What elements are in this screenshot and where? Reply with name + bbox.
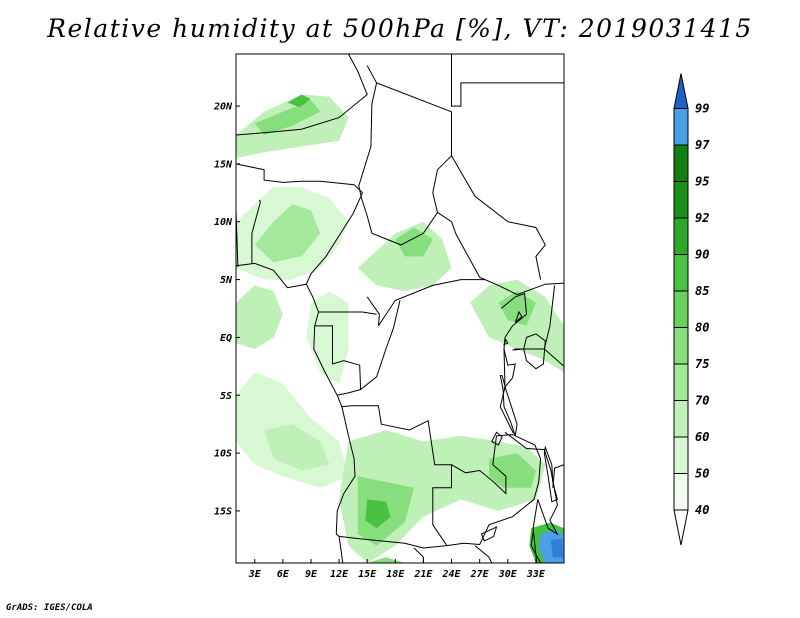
country-border	[339, 405, 452, 549]
colorbar-segment	[673, 327, 689, 365]
lon-tick-label: 9E	[305, 569, 318, 580]
country-border	[530, 531, 542, 563]
lake-outline	[480, 526, 498, 542]
colorbar-label: 92	[695, 211, 709, 225]
colorbar-bottom-triangle	[673, 509, 689, 546]
map-plot-area[interactable]	[236, 54, 569, 563]
colorbar-label: 50	[695, 467, 709, 481]
country-border	[366, 279, 485, 327]
colorbar-segment	[673, 254, 689, 292]
country-border	[337, 300, 401, 396]
colorbar-segment	[673, 290, 689, 328]
rh-region-sahel-west-peak	[287, 94, 311, 108]
lake-outline	[514, 310, 523, 323]
axis-ticks: 3E 6E 9E 12E 15E 18E 21E 24E 27E 30E 33E 20N 15N 10N 5…	[213, 102, 546, 580]
lake-outline	[491, 431, 503, 446]
rh-region-zambia-east	[489, 453, 536, 488]
lon-tick-label: 3E	[248, 569, 262, 580]
colorbar-segment	[673, 217, 689, 255]
colorbar-label: 80	[695, 321, 709, 335]
rh-region-central-north-core	[395, 227, 433, 257]
country-border	[314, 325, 362, 390]
lat-tick-label: 15N	[214, 159, 233, 170]
colorbar-label: 90	[695, 248, 709, 262]
rh-region-sahel-west	[236, 94, 349, 159]
country-border	[552, 464, 564, 488]
lon-tick-label: 6E	[277, 569, 290, 580]
colorbar-label: 70	[695, 394, 709, 408]
lon-tick-label: 12E	[330, 569, 349, 580]
colorbar-segment	[673, 473, 689, 511]
lon-tick-label: 27E	[470, 569, 490, 580]
colorbar-label: 40	[695, 503, 709, 517]
colorbar-label: 99	[695, 102, 709, 116]
colorbar-top-triangle	[673, 73, 689, 109]
lat-tick-label: 20N	[213, 102, 233, 113]
country-border	[499, 348, 514, 434]
colorbar-segment	[673, 363, 689, 401]
lon-tick-label: 15E	[358, 569, 377, 580]
lon-tick-label: 33E	[526, 569, 546, 580]
rh-region-congo-west	[306, 291, 349, 384]
colorbar: 40 50 60 70 75 80 85 90 92 95 97 99	[673, 73, 710, 546]
colorbar-label: 60	[695, 430, 709, 444]
lake-outline	[499, 375, 518, 436]
country-border	[474, 545, 493, 563]
lon-tick-label: 21E	[413, 569, 433, 580]
lake-outline	[523, 333, 546, 370]
lat-tick-label: 10N	[214, 217, 233, 228]
rh-region-west-africa-core	[254, 204, 321, 263]
lon-tick-label: 30E	[498, 569, 518, 580]
map-title: Relative humidity at 500hPa [%], VT: 201…	[47, 14, 753, 43]
country-border	[318, 311, 377, 315]
rh-region-guinea-coast	[236, 285, 283, 349]
country-border	[358, 65, 564, 296]
country-border	[504, 431, 559, 563]
coastline	[236, 262, 356, 563]
rh-region-atlantic-south-core	[264, 424, 330, 471]
colorbar-segment	[673, 144, 689, 182]
colorbar-label: 97	[695, 138, 710, 152]
colorbar-segment	[673, 400, 689, 438]
country-border	[251, 199, 261, 264]
lat-tick-label: 5N	[220, 275, 233, 286]
rh-region-southern-africa-peak	[365, 499, 391, 529]
map-frame	[235, 53, 565, 564]
country-border	[512, 348, 564, 367]
grads-credit: GrADS: IGES/COLA	[6, 603, 93, 613]
country-border	[451, 155, 546, 280]
colorbar-label: 85	[695, 284, 709, 298]
country-border	[500, 292, 528, 350]
lat-tick-label: 5S	[220, 391, 232, 402]
country-border	[376, 82, 452, 213]
colorbar-segment	[673, 108, 689, 146]
rh-region-sahel-west-core	[254, 100, 321, 135]
country-border	[503, 348, 516, 389]
lat-tick-label: 10S	[214, 449, 232, 460]
colorbar-label: 75	[695, 357, 709, 371]
lake-outline	[503, 338, 509, 346]
lat-tick-label: 15S	[214, 506, 232, 517]
country-border	[236, 54, 368, 136]
colorbar-segment	[673, 436, 689, 474]
rh-region-mozambique-99	[550, 538, 564, 558]
country-border	[451, 54, 564, 107]
lake-outline	[543, 445, 558, 503]
country-border	[446, 434, 542, 547]
rh-region-east-africa-core	[498, 291, 536, 326]
lon-tick-label: 18E	[386, 569, 405, 580]
colorbar-label: 95	[695, 175, 709, 189]
lon-tick-label: 24E	[442, 569, 462, 580]
country-border	[236, 163, 364, 285]
lat-tick-label: EQ	[220, 333, 232, 344]
colorbar-segment	[673, 181, 689, 219]
